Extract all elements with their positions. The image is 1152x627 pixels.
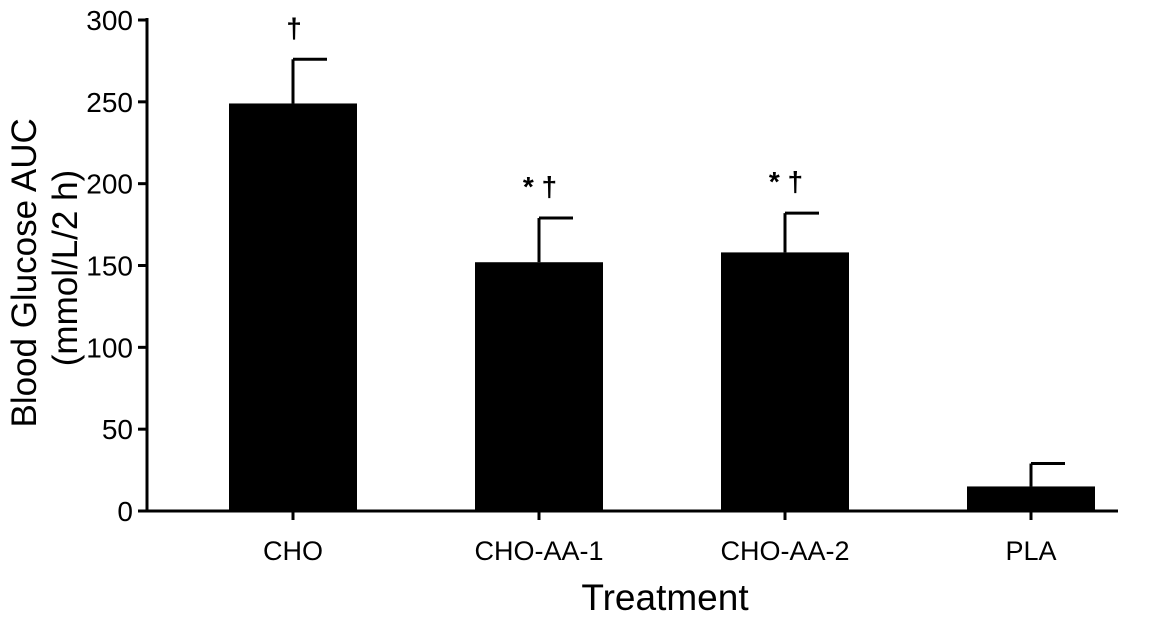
error-bars — [291, 57, 1065, 487]
x-tick-label: PLA — [1005, 536, 1056, 566]
significance-marker: † — [286, 12, 302, 43]
y-axis-title-line-1: Blood Glucose AUC — [5, 118, 44, 427]
x-axis-title: Treatment — [581, 577, 749, 618]
y-tick-label: 300 — [86, 5, 133, 36]
x-tick-label: CHO-AA-2 — [720, 536, 849, 566]
y-axis-title-line-2: (mmol/L/2 h) — [46, 170, 85, 366]
y-tick-label: 100 — [86, 332, 133, 363]
x-tick-label: CHO-AA-1 — [474, 536, 603, 566]
x-axis: CHO CHO-AA-1 CHO-AA-2 PLA — [145, 509, 1118, 566]
significance-marker: * † — [523, 171, 557, 202]
y-tick-label: 150 — [86, 251, 133, 282]
x-tick-label: CHO — [263, 536, 323, 566]
y-tick-label: 250 — [86, 87, 133, 118]
bar — [229, 103, 357, 511]
y-axis: 0 50 100 150 200 250 300 — [86, 5, 149, 527]
bar — [475, 262, 603, 511]
y-tick-label: 200 — [86, 169, 133, 200]
y-tick-label: 50 — [102, 414, 133, 445]
bars — [229, 103, 1095, 511]
bar — [721, 252, 849, 511]
significance-marker: * † — [769, 166, 803, 197]
significance-annotations: † * † * † — [286, 12, 803, 202]
bar — [967, 486, 1095, 511]
y-tick-label: 0 — [117, 496, 133, 527]
y-axis-title: Blood Glucose AUC (mmol/L/2 h) — [5, 108, 85, 427]
